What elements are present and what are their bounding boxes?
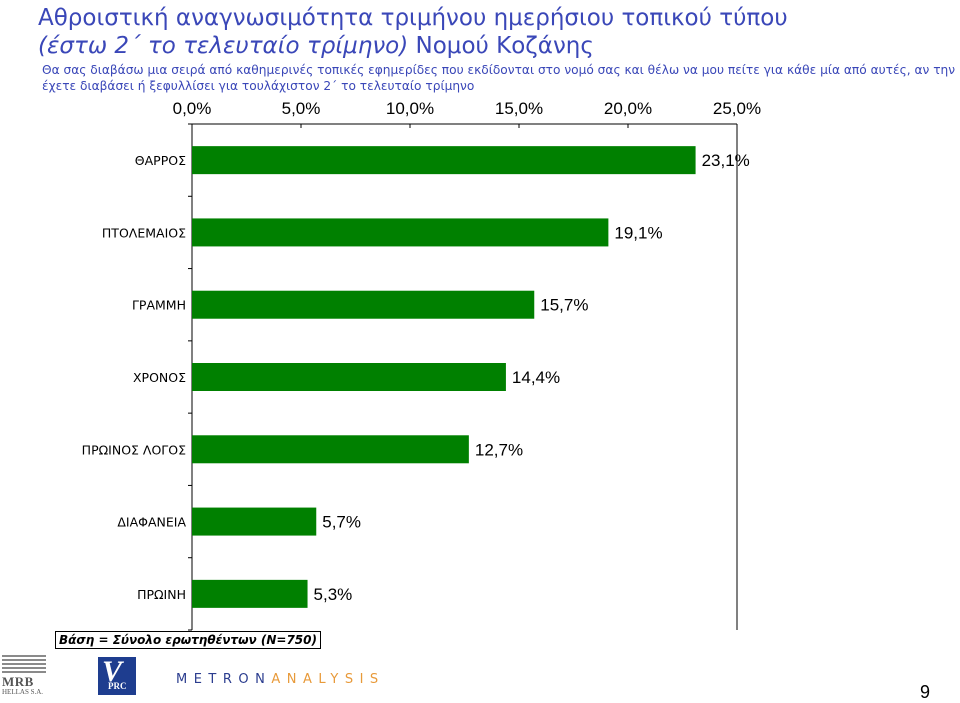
- data-label: 12,7%: [475, 440, 523, 459]
- bar: [192, 290, 535, 319]
- mrb-stripes-icon: [2, 655, 46, 675]
- question-text: Θα σας διαβάσω μια σειρά από καθημερινές…: [42, 63, 956, 93]
- metron-logo-part1: METRON: [176, 672, 272, 687]
- x-tick-label: 10,0%: [386, 99, 434, 118]
- metron-logo-part2: ANALYSIS: [271, 672, 385, 687]
- x-tick-label: 15,0%: [495, 99, 543, 118]
- metron-analysis-logo: METRONANALYSIS: [176, 672, 385, 687]
- category-label: ΘΑΡΡΟΣ: [135, 153, 186, 168]
- vprc-logo: V PRC: [98, 655, 136, 695]
- vprc-logo-text: PRC: [108, 681, 127, 691]
- category-label: ΠΡΩΙΝΗ: [137, 587, 186, 602]
- bar: [192, 435, 469, 464]
- x-tick-label: 5,0%: [282, 99, 321, 118]
- mrb-logo-sub: HELLAS S.A.: [2, 688, 44, 696]
- category-label: ΠΡΩΙΝΟΣ ΛΟΓΟΣ: [82, 442, 186, 457]
- bar: [192, 363, 506, 391]
- data-label: 19,1%: [614, 223, 662, 242]
- x-tick-label: 20,0%: [604, 99, 652, 118]
- x-tick-label: 25,0%: [713, 99, 761, 118]
- data-label: 5,3%: [314, 585, 353, 604]
- page-title: Αθροιστική αναγνωσιμότητα τριμήνου ημερή…: [38, 4, 958, 60]
- title-italic-part: (έστω 2΄ το τελευταίο τρίμηνο): [38, 33, 409, 59]
- data-label: 23,1%: [702, 151, 750, 170]
- category-label: ΠΤΟΛΕΜΑΙΟΣ: [102, 225, 186, 240]
- data-label: 5,7%: [322, 513, 361, 532]
- data-label: 15,7%: [540, 296, 588, 315]
- title-line-1: Αθροιστική αναγνωσιμότητα τριμήνου ημερή…: [38, 5, 788, 31]
- category-label: ΧΡΟΝΟΣ: [133, 370, 186, 385]
- category-label: ΓΡΑΜΜΗ: [132, 298, 186, 313]
- bar: [192, 507, 317, 536]
- mrb-logo-word: MRB: [2, 674, 34, 689]
- bar: [192, 579, 308, 608]
- category-label: ΔΙΑΦΑΝΕΙΑ: [117, 515, 186, 530]
- title-region: Νομού Κοζάνης: [408, 33, 594, 59]
- page-number: 9: [920, 682, 931, 702]
- base-footnote: Βάση = Σύνολο ερωτηθέντων (Ν=750): [55, 631, 321, 649]
- bar: [192, 218, 609, 247]
- bar: [192, 146, 696, 175]
- x-tick-label: 0,0%: [173, 99, 212, 118]
- mrb-logo: MRB HELLAS S.A.: [2, 655, 46, 697]
- data-label: 14,4%: [512, 368, 560, 387]
- title-line-2: (έστω 2΄ το τελευταίο τρίμηνο) Νομού Κοζ…: [38, 32, 958, 60]
- vprc-logo-v: V: [102, 655, 123, 688]
